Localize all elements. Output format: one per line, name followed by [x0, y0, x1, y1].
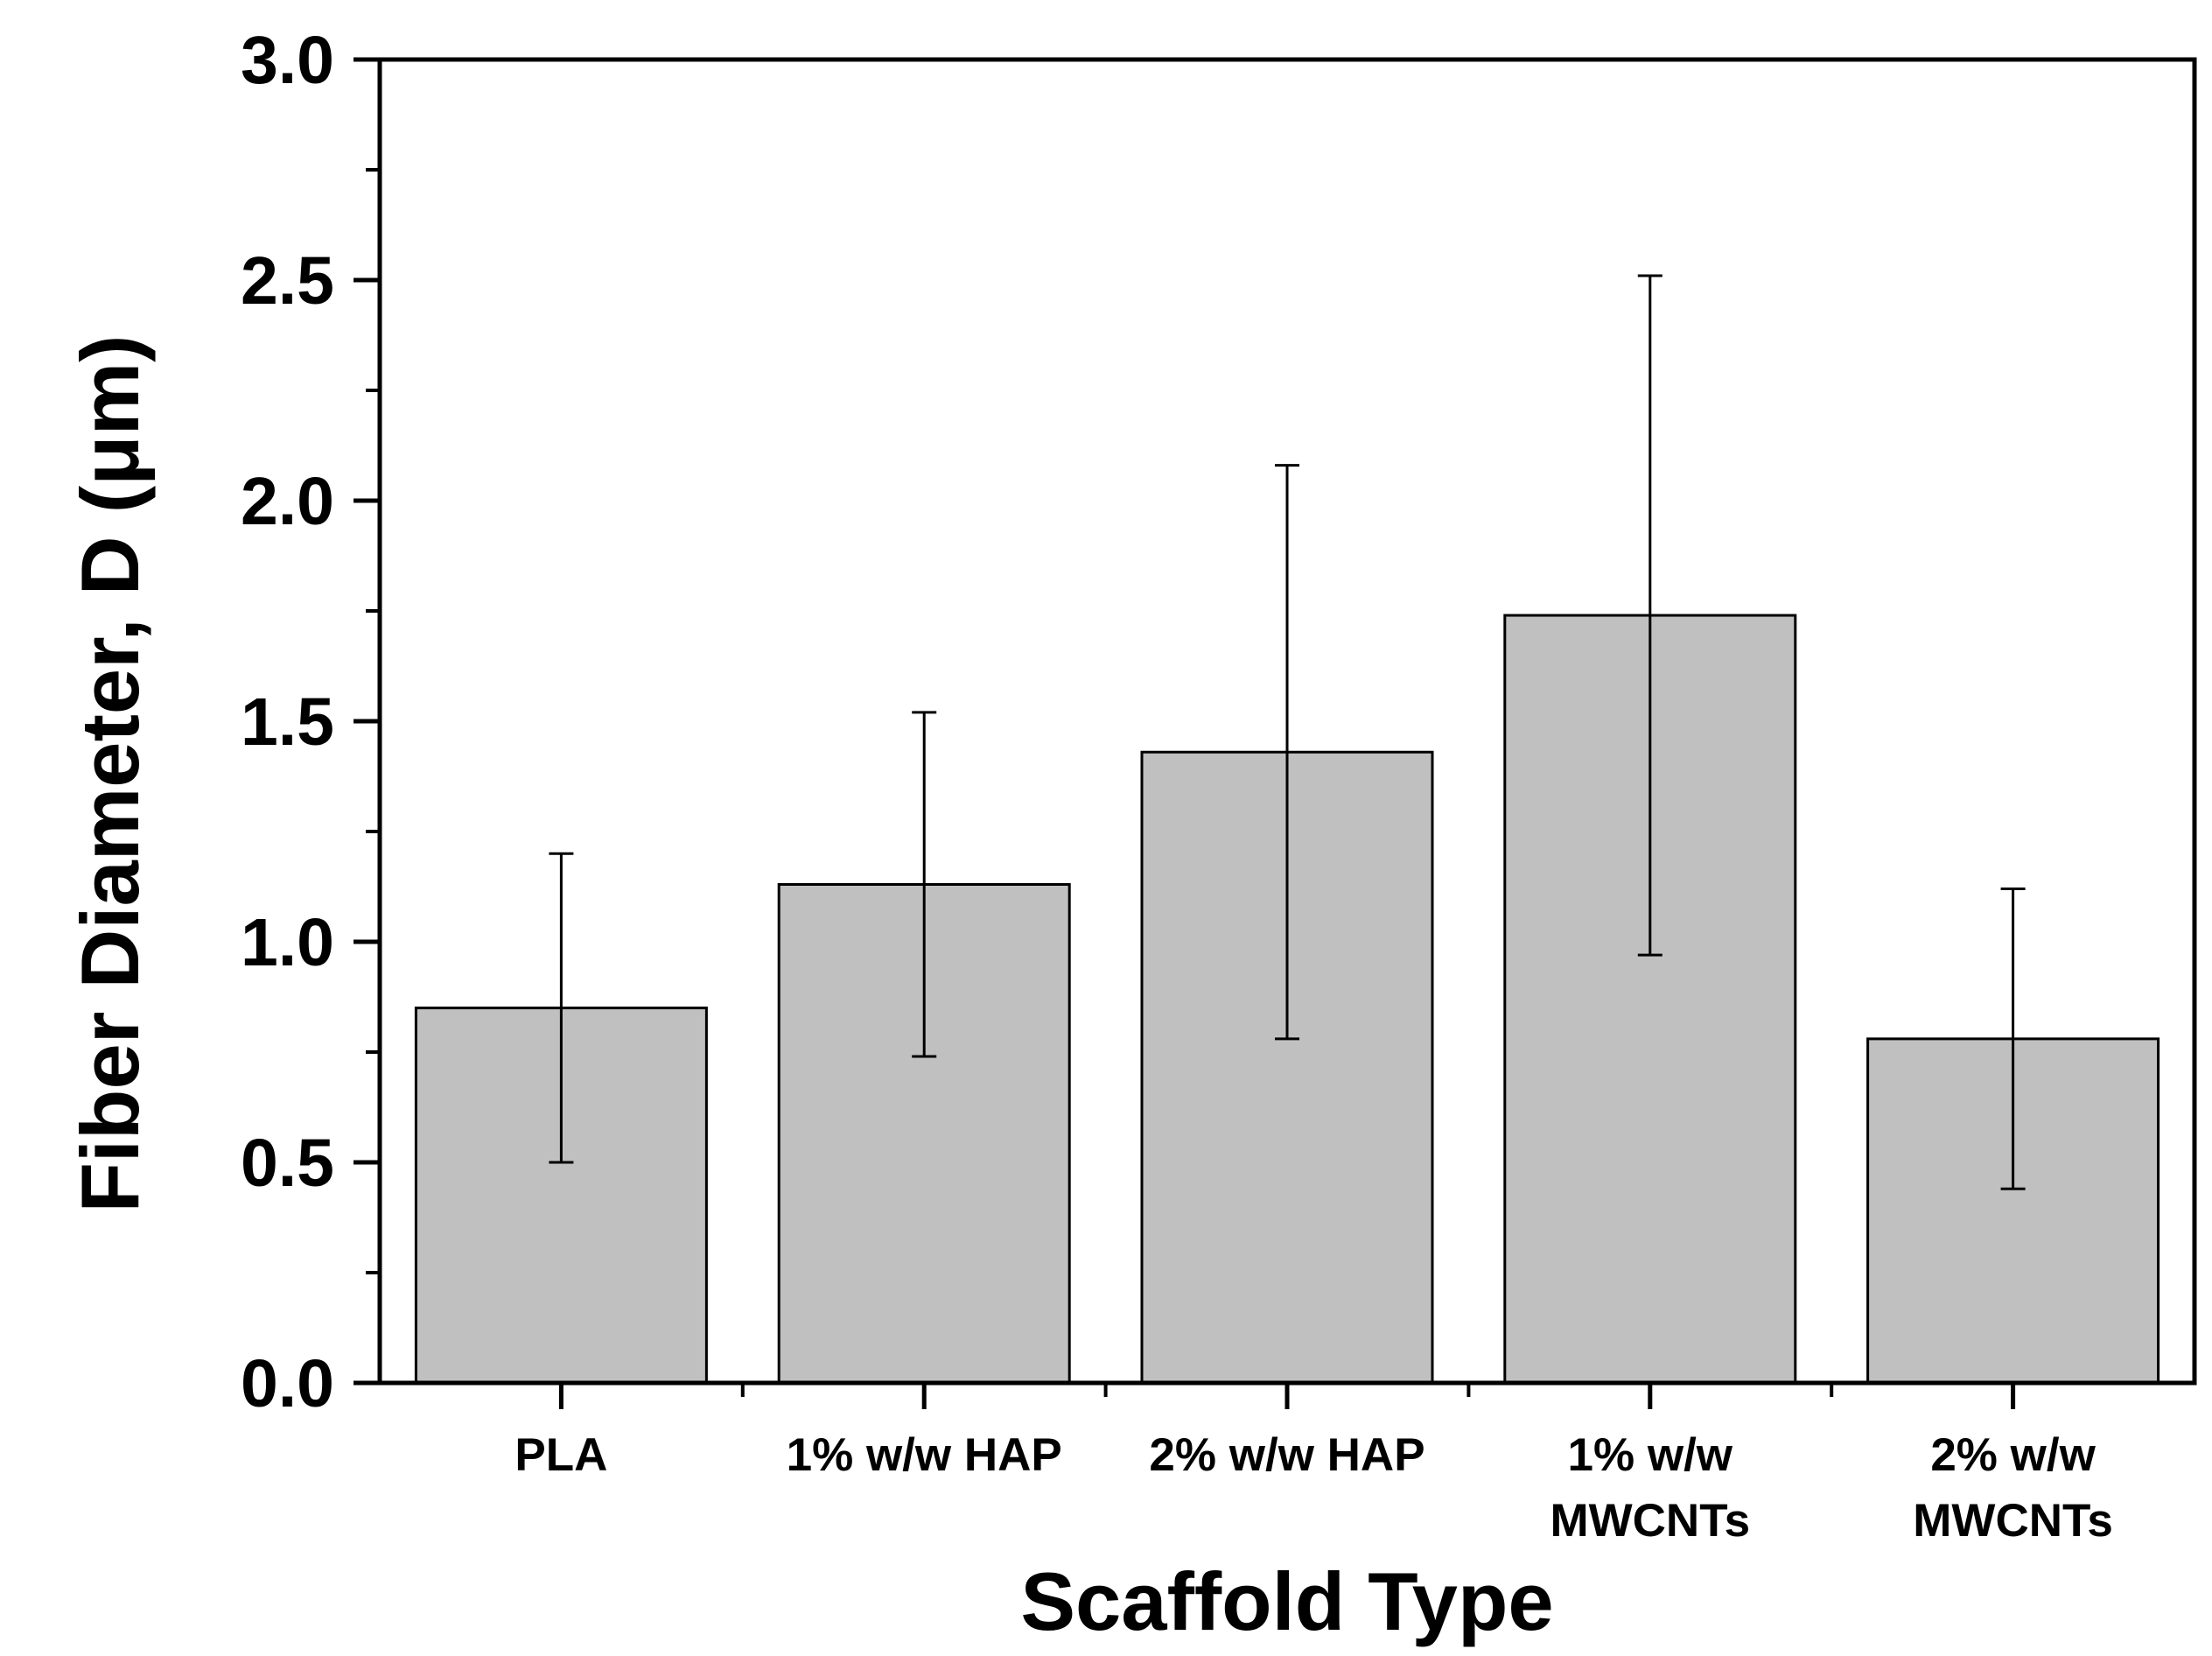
- x-tick-label: PLA: [514, 1429, 607, 1481]
- y-axis-title: Fiber Diameter, D (μm): [64, 335, 156, 1213]
- error-bar: [2000, 888, 2026, 1190]
- y-tick-label: 1.5: [241, 684, 334, 760]
- x-tick-label: 2% w/w MWCNTs: [1913, 1429, 2113, 1547]
- y-axis: 0.0 0.5 1.0 1.5 2.0 2.5 3.0: [241, 23, 380, 1421]
- error-bar: [1637, 274, 1662, 957]
- error-bar: [549, 852, 574, 1164]
- x-axis-title: Scaffold Type: [1020, 1555, 1553, 1647]
- x-tick-label: 2% w/w HAP: [1149, 1429, 1424, 1481]
- y-tick-label: 1.0: [241, 905, 334, 980]
- y-tick-label: 3.0: [241, 23, 334, 98]
- y-tick-label: 0.5: [241, 1126, 334, 1201]
- error-bar: [912, 711, 937, 1058]
- x-axis: PLA 1% w/w HAP 2% w/w HAP 1% w/w MWCNTs 2% w/…: [514, 1383, 2113, 1547]
- y-tick-label: 2.5: [241, 243, 334, 319]
- error-bar: [1275, 464, 1299, 1041]
- x-tick-label: 1% w/w MWCNTs: [1550, 1429, 1750, 1547]
- y-tick-label: 0.0: [241, 1346, 334, 1421]
- x-tick-label: 1% w/w HAP: [787, 1429, 1062, 1481]
- error-bars: [549, 274, 2026, 1190]
- y-tick-label: 2.0: [241, 464, 334, 539]
